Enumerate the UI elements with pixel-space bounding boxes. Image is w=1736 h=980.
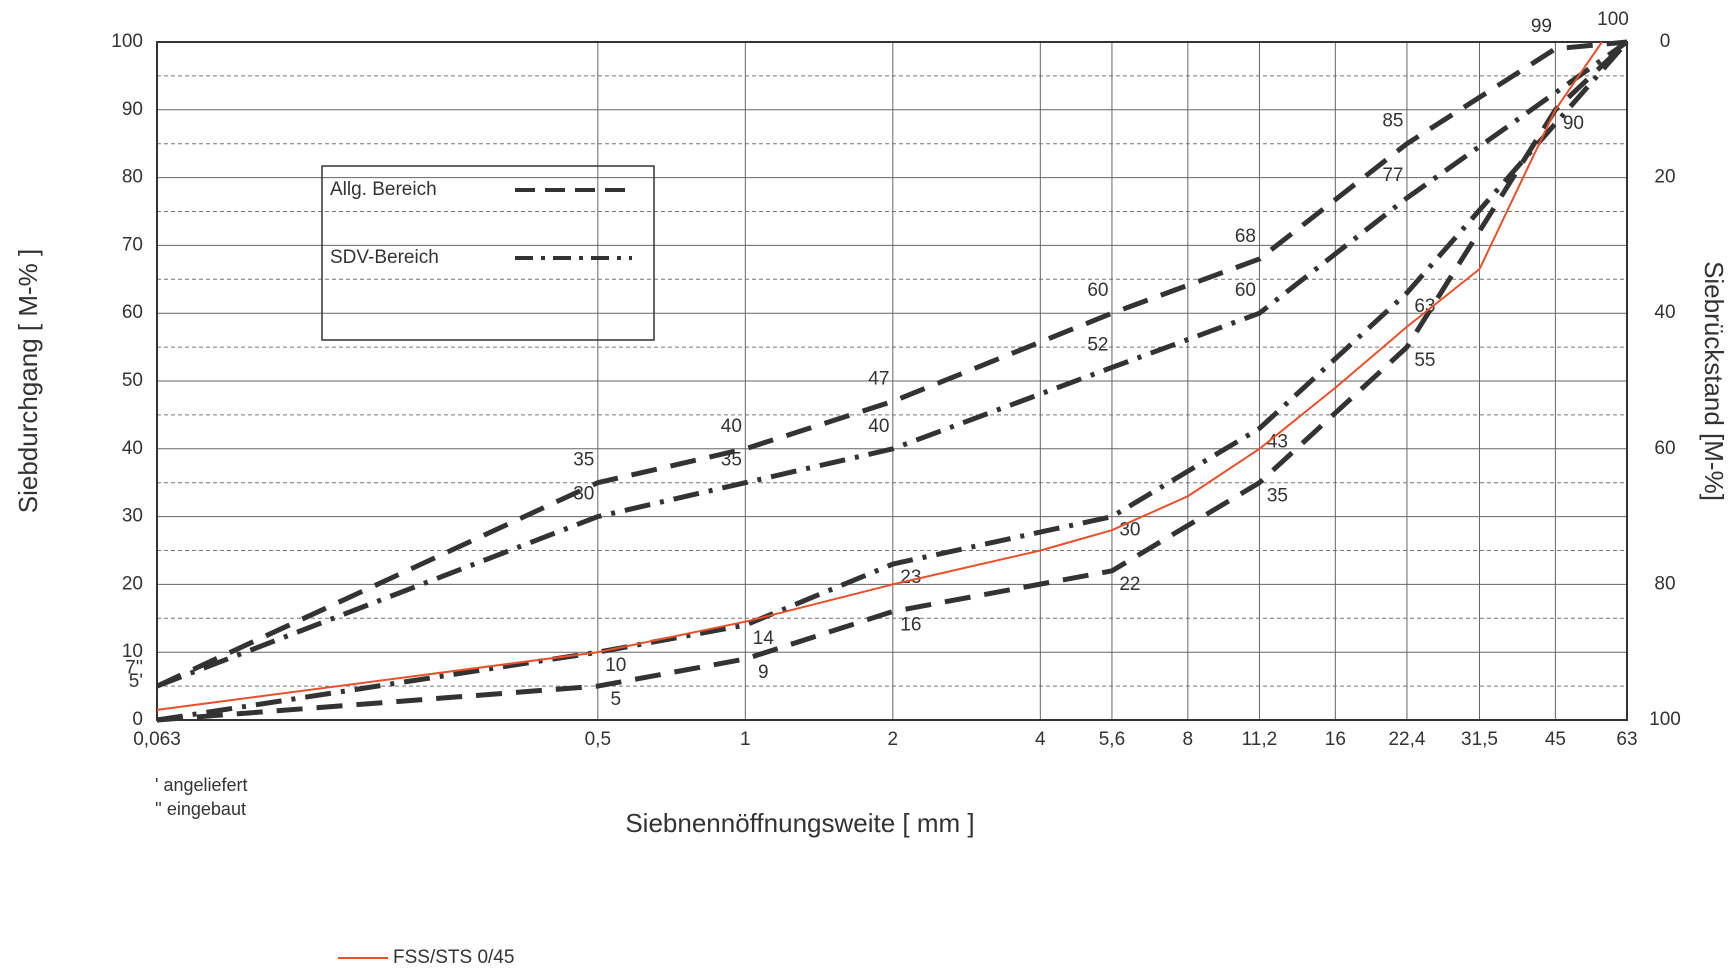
y2-tick-label: 100 [1649, 709, 1681, 730]
y-axis-label: Siebdurchgang [ M-% ] [13, 249, 43, 513]
y2-tick-label: 40 [1654, 302, 1675, 323]
y2-tick-label: 60 [1654, 438, 1675, 459]
data-label: 52 [1087, 334, 1108, 355]
legend-label: FSS/STS 0/45 [393, 947, 514, 968]
data-label: 23 [900, 567, 921, 588]
y2-tick-label: 0 [1660, 31, 1671, 52]
footnote: '' eingebaut [155, 799, 246, 819]
data-label: 14 [753, 628, 775, 649]
data-label: 47 [868, 368, 889, 389]
x-tick-label: 5,6 [1099, 729, 1125, 750]
y-tick-label: 70 [122, 234, 143, 255]
y-tick-label: 7'' [125, 658, 143, 679]
curve [156, 40, 1629, 723]
curve [155, 39, 1628, 689]
data-label: 43 [1267, 431, 1288, 452]
x-tick-label: 16 [1325, 729, 1346, 750]
footnote: ' angeliefert [155, 775, 248, 795]
legend-box [321, 165, 655, 341]
data-label: 68 [1235, 226, 1256, 247]
x-tick-label: 0,063 [133, 729, 181, 750]
data-label: 100 [1597, 9, 1629, 30]
data-label: 90 [1563, 113, 1584, 134]
curve [156, 41, 1603, 711]
data-label: 35 [721, 450, 742, 471]
x-tick-label: 31,5 [1461, 729, 1498, 750]
y-tick-label: 80 [122, 167, 143, 188]
data-label: 60 [1235, 280, 1256, 301]
data-label: 99 [1531, 16, 1552, 37]
x-tick-label: 22,4 [1388, 729, 1425, 750]
data-label: 40 [868, 416, 889, 437]
data-label: 55 [1414, 350, 1435, 371]
data-label: 16 [900, 615, 921, 636]
x-tick-label: 11,2 [1242, 729, 1278, 750]
x-tick-label: 45 [1545, 729, 1566, 750]
y-tick-label: 30 [122, 506, 143, 527]
plot-frame [156, 41, 1628, 721]
data-label: 10 [605, 655, 626, 676]
x-tick-label: 0,5 [585, 729, 611, 750]
y-tick-label: 10 [122, 641, 143, 662]
data-label: 77 [1382, 165, 1403, 186]
x-tick-label: 2 [888, 729, 899, 750]
data-label: 9 [758, 662, 769, 683]
legend-label: SDV-Bereich [330, 247, 439, 268]
y2-tick-label: 20 [1654, 167, 1675, 188]
x-axis-label: Siebnennöffnungsweite [ mm ] [625, 808, 974, 838]
data-label: 22 [1119, 574, 1140, 595]
y2-tick-label: 80 [1654, 573, 1675, 594]
y-tick-label: 100 [111, 31, 143, 52]
y-tick-label: 40 [122, 438, 143, 459]
y-tick-label: 50 [122, 370, 143, 391]
data-label: 60 [1087, 280, 1108, 301]
data-label: 30 [573, 484, 594, 505]
y-tick-label: 0 [132, 709, 143, 730]
data-label: 35 [1267, 486, 1288, 507]
data-label: 35 [573, 450, 594, 471]
y-tick-label: 20 [122, 573, 143, 594]
y2-axis-label: Siebrückstand [M-%] [1699, 261, 1729, 501]
data-label: 5 [611, 689, 622, 710]
x-tick-label: 8 [1183, 729, 1194, 750]
data-label: 40 [721, 416, 742, 437]
x-tick-label: 1 [740, 729, 751, 750]
legend-label: Allg. Bereich [330, 179, 437, 200]
x-tick-label: 4 [1035, 729, 1046, 750]
curve [156, 39, 1629, 689]
y-tick-label: 60 [122, 302, 143, 323]
x-tick-label: 63 [1616, 729, 1637, 750]
y-tick-label: 90 [122, 99, 143, 120]
data-label: 85 [1382, 111, 1403, 132]
data-label: 63 [1414, 296, 1435, 317]
y-tick-label: 5' [129, 671, 143, 692]
